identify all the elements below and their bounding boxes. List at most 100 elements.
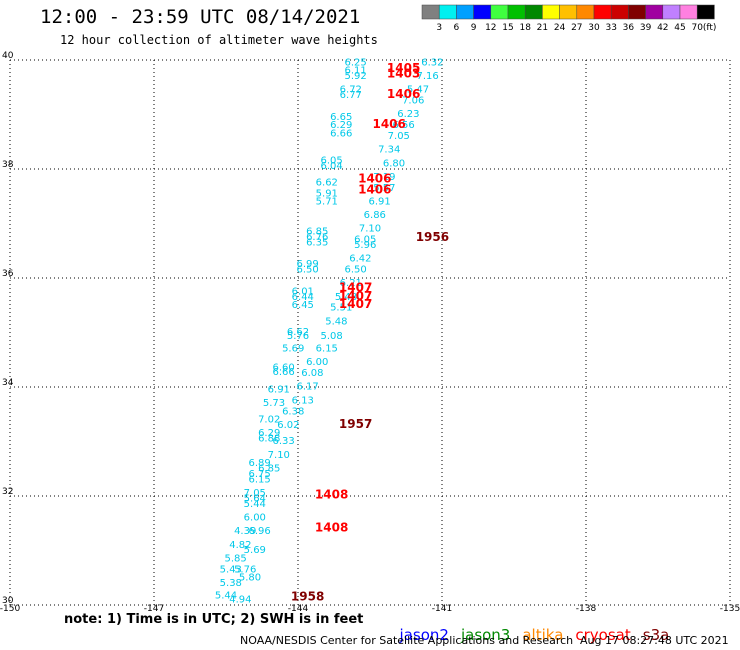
mission-jason2: jason2 [399, 626, 449, 644]
swh-value: 5.85 [224, 553, 246, 564]
swh-value: 6.25 [344, 57, 366, 68]
legend-label: 33 [605, 23, 616, 33]
pass-time-label: 1407 [339, 281, 372, 295]
pass-time-label: 1406 [358, 172, 391, 186]
swh-value: 6.35 [306, 237, 328, 248]
legend-label: 42 [657, 23, 668, 33]
swh-value: 6.72 [340, 85, 362, 96]
mission-altika: altika [522, 626, 564, 644]
swh-value: 7.05 [388, 131, 410, 142]
legend-swatch [610, 4, 629, 20]
swh-value: 6.02 [277, 420, 299, 431]
swh-value: 6.62 [287, 327, 309, 338]
swh-value: 6.08 [301, 368, 323, 379]
swh-value: 6.76 [306, 232, 328, 243]
swh-value: 6.66 [272, 367, 294, 378]
swh-value: 6.96 [248, 526, 270, 537]
pass-time-label: 1403 [387, 66, 420, 80]
swh-value: 5.08 [320, 331, 342, 342]
swh-value: 7.05 [244, 488, 266, 499]
pass-time-label: 1406 [372, 117, 405, 131]
x-tick-label: -135 [720, 604, 740, 614]
swh-value: 6.91 [268, 384, 290, 395]
legend-label: 18 [519, 23, 531, 33]
y-tick-label: 32 [2, 487, 13, 497]
swh-value: 7.10 [359, 224, 381, 235]
swh-value: 6.77 [340, 90, 362, 101]
pass-time-label: 1405 [387, 61, 420, 75]
pass-time-label: 1956 [416, 230, 449, 244]
legend-unit: (ft) [703, 23, 717, 33]
pass-time-label: 1407 [339, 289, 372, 303]
swh-value: 6.91 [368, 196, 390, 207]
legend-swatch [524, 4, 543, 20]
footer-credit: NOAA/NESDIS Center for Satellite Applica… [240, 634, 574, 647]
chart-title: 12:00 - 23:59 UTC 08/14/2021 [40, 6, 361, 28]
legend-swatch [559, 4, 578, 20]
x-tick-label: -138 [576, 604, 597, 614]
swh-value: 5.48 [335, 292, 357, 303]
swh-value: 5.80 [239, 572, 261, 583]
swh-value: 6.05 [354, 235, 376, 246]
swh-value: 6.56 [392, 120, 414, 131]
swh-value: 6.85 [258, 463, 280, 474]
legend-label: 6 [454, 23, 460, 33]
swh-value: 4.94 [229, 594, 251, 605]
swh-value: 6.60 [272, 363, 294, 374]
legend-swatch [628, 4, 646, 20]
swh-value: 6.86 [364, 210, 386, 221]
swh-value: 6.75 [248, 469, 270, 480]
pass-labels: 1405140314061406140614061956140714071407… [291, 61, 449, 604]
legend-label: 27 [571, 23, 582, 33]
swh-value: 6.05 [320, 156, 342, 167]
swh-value: 6.29 [258, 428, 280, 439]
swh-value: 5.96 [354, 240, 376, 251]
swh-value: 5.73 [263, 398, 285, 409]
legend-swatch [576, 4, 595, 20]
axis-ticks: -150 -147 -144 -141 -138 -135 30 32 34 36 38 40 [0, 51, 740, 614]
legend-swatch [507, 4, 526, 20]
swh-value: 6.00 [306, 357, 328, 368]
legend-swatch [490, 4, 509, 20]
x-tick-label: -141 [432, 604, 452, 614]
y-tick-label: 36 [2, 269, 14, 279]
swh-value: 6.11 [344, 66, 366, 77]
swh-value: 5.76 [234, 564, 256, 575]
swh-value: 6.29 [330, 120, 352, 131]
chart-grid [9, 59, 731, 606]
mission-s3a: s3a [642, 626, 670, 644]
legend-swatch [662, 4, 681, 20]
legend-swatch [456, 4, 474, 20]
mission-jason3: jason3 [460, 626, 511, 644]
x-tick-label: -150 [0, 604, 20, 614]
swh-value: 6.88 [258, 434, 280, 445]
swh-value: 7.06 [402, 96, 424, 107]
swh-value: 6.80 [383, 158, 405, 169]
swh-value: 6.17 [296, 382, 318, 393]
swh-value: 5.69 [244, 545, 266, 556]
swh-value: 5.92 [344, 71, 366, 82]
swh-value: 6.04 [320, 161, 342, 172]
pass-time-label: 1957 [339, 417, 372, 431]
swh-value: 6.23 [397, 109, 419, 120]
legend-label: 36 [623, 23, 635, 33]
legend-label: 39 [640, 23, 652, 33]
legend-label: 45 [674, 23, 685, 33]
swh-value: 6.13 [292, 395, 314, 406]
legend-swatch [593, 4, 612, 20]
legend-swatch [421, 4, 440, 20]
legend-label: 24 [554, 23, 566, 33]
legend-swatch [679, 4, 698, 20]
x-tick-label: -147 [144, 604, 164, 614]
swh-value: 6.50 [296, 265, 318, 276]
swh-value: 6.99 [296, 259, 318, 270]
pass-time-label: 1408 [315, 520, 348, 534]
swh-value: 6.65 [330, 112, 352, 123]
legend-swatch [542, 4, 560, 20]
x-tick-label: -144 [288, 604, 309, 614]
swh-value: 5.64 [244, 493, 266, 504]
chart-subtitle: 12 hour collection of altimeter wave hei… [60, 33, 378, 47]
swh-value: 6.62 [316, 177, 338, 188]
swh-value: 6.01 [292, 286, 314, 297]
pass-time-label: 1406 [358, 183, 391, 197]
